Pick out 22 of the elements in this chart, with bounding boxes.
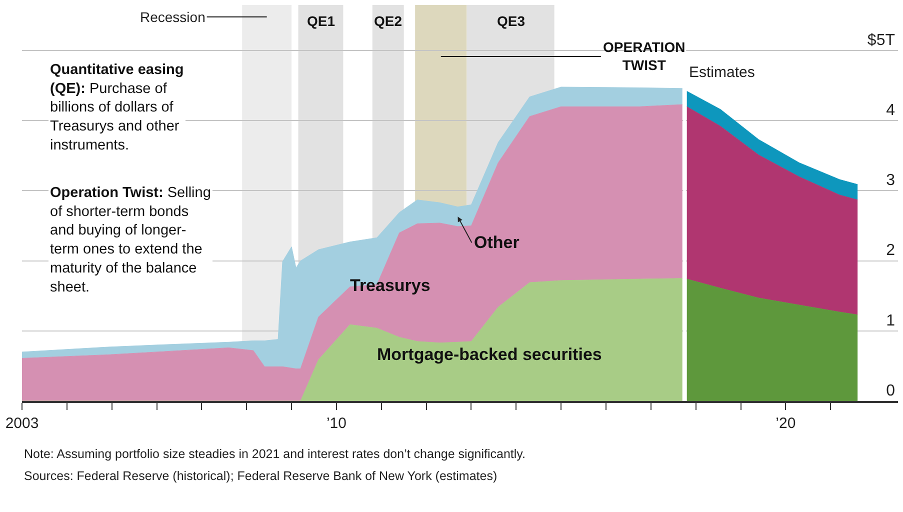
y-tick-label: 0 — [886, 382, 896, 400]
y-tick-label: $5T — [867, 32, 896, 49]
annotation: Operation Twist: Selling of shorter-term bonds and buying of longer-term ones to extend the maturity of the balance sheet. — [50, 185, 211, 296]
series-label: Mortgage-backed securities — [377, 345, 602, 364]
y-tick-label: 4 — [886, 102, 896, 120]
x-tick-label: 2003 — [5, 414, 39, 432]
band-label: Recession — [140, 9, 206, 25]
y-tick-label: 2 — [886, 242, 896, 260]
y-tick-label: 1 — [886, 312, 896, 330]
source-note: Sources: Federal Reserve (historical); Federal Reserve Bank of New York (estimates) — [24, 469, 498, 483]
band-label: OPERATION TWIST — [603, 39, 686, 74]
text: Note: Assuming portfolio size steadies in 2021 and interest rates don’t change significantly. — [24, 447, 526, 461]
band-label: QE1 — [307, 13, 336, 29]
x-tick-label: ’20 — [776, 414, 796, 432]
annotation: Quantitative easing (QE): Purchase of billions of dollars of Treasurys and other instruments. — [50, 62, 184, 154]
x-tick-label: ’10 — [326, 414, 346, 432]
series-label: Other — [474, 233, 520, 252]
band-label: QE3 — [497, 13, 526, 29]
series-label: Treasurys — [350, 276, 430, 295]
y-tick-label: 3 — [886, 172, 896, 190]
band-label: QE2 — [374, 13, 402, 29]
ref-line-label: Estimates — [689, 64, 755, 81]
